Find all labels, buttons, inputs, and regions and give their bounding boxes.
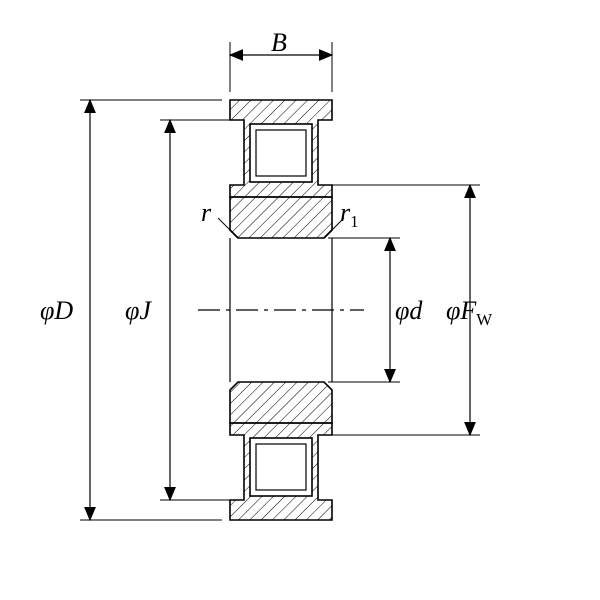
label-r1: r1 [340,198,359,232]
drawing-svg [0,0,600,600]
label-phid: φd [395,296,422,326]
label-phiFw: φFW [446,296,492,330]
bearing-diagram: B r r1 φD φJ φd φFW [0,0,600,600]
lower-section [230,382,332,520]
label-B: B [271,28,287,58]
label-phiD: φD [40,296,73,326]
label-r: r [201,198,211,228]
upper-section [230,100,332,238]
label-phiJ: φJ [125,296,151,326]
